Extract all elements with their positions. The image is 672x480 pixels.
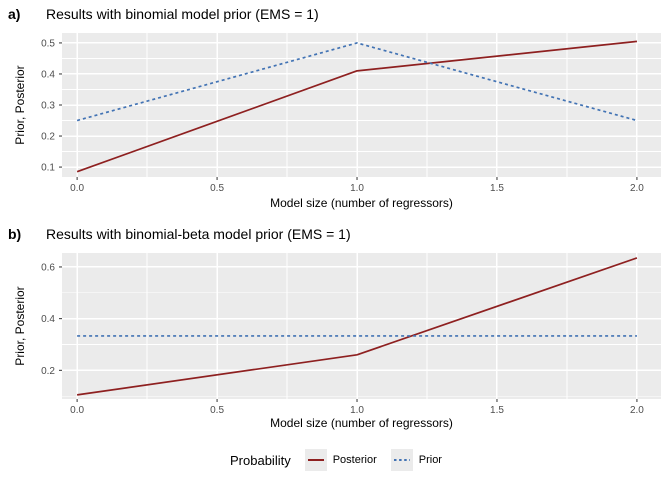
chart-a-tag: a) (8, 6, 21, 22)
chart-b-canvas: 0.0 0.5 1.0 1.5 2.0 0.2 0.4 0.6 (41, 253, 661, 416)
prior-key-line-icon (393, 459, 410, 461)
svg-text:0.5: 0.5 (210, 405, 224, 416)
posterior-key-label: Posterior (332, 454, 377, 466)
svg-text:2.0: 2.0 (630, 183, 644, 194)
chart-b-tag: b) (8, 226, 22, 242)
chart-a-y-tick-labels: 0.1 0.2 0.3 0.4 0.5 (41, 38, 55, 173)
svg-text:0.5: 0.5 (41, 38, 55, 49)
chart-a-posterior-line (76, 40, 638, 173)
chart-b-major-gridlines (62, 253, 661, 399)
svg-text:0.1: 0.1 (41, 163, 55, 174)
svg-text:0.0: 0.0 (70, 183, 84, 194)
chart-b-title: Results with binomial-beta model prior (… (46, 226, 351, 242)
svg-text:1.0: 1.0 (350, 183, 364, 194)
svg-text:0.4: 0.4 (41, 69, 55, 80)
svg-text:0.3: 0.3 (41, 101, 55, 112)
chart-a-x-axis-label: Model size (number of regressors) (270, 196, 453, 210)
chart-b-posterior-line (76, 257, 638, 396)
chart-b-tick-marks (59, 266, 638, 402)
prior-key-label: Prior (418, 454, 442, 466)
legend-item-posterior: Posterior (304, 449, 377, 471)
svg-text:2.0: 2.0 (630, 405, 644, 416)
svg-text:0.6: 0.6 (41, 262, 55, 273)
chart-b-minor-gridlines (62, 253, 661, 399)
svg-text:0.5: 0.5 (210, 183, 224, 194)
legend: Probability Posterior Prior (0, 440, 672, 480)
chart-a-title: Results with binomial model prior (EMS =… (46, 6, 319, 22)
chart-a: a) Results with binomial model prior (EM… (0, 0, 672, 220)
posterior-key-swatch (304, 449, 327, 471)
chart-a-prior-line (76, 42, 638, 122)
chart-b-x-axis-label: Model size (number of regressors) (270, 416, 453, 430)
chart-a-canvas: 0.0 0.5 1.0 1.5 2.0 0.1 0.2 0.3 0.4 0.5 (41, 33, 661, 194)
legend-title: Probability (230, 452, 291, 468)
svg-text:1.5: 1.5 (490, 405, 504, 416)
chart-b-panel (62, 253, 661, 399)
legend-item-prior: Prior (390, 449, 442, 471)
chart-a-minor-gridlines (62, 33, 661, 177)
svg-text:0.2: 0.2 (41, 366, 55, 377)
chart-a-major-gridlines (62, 33, 661, 177)
svg-text:0.0: 0.0 (70, 405, 84, 416)
svg-text:0.2: 0.2 (41, 132, 55, 143)
chart-b-x-tick-labels: 0.0 0.5 1.0 1.5 2.0 (70, 405, 644, 416)
svg-text:0.4: 0.4 (41, 314, 55, 325)
chart-a-tick-marks (59, 42, 638, 180)
chart-b-y-tick-labels: 0.2 0.4 0.6 (41, 262, 55, 376)
svg-text:1.5: 1.5 (490, 183, 504, 194)
chart-a-x-tick-labels: 0.0 0.5 1.0 1.5 2.0 (70, 183, 644, 194)
svg-text:1.0: 1.0 (350, 405, 364, 416)
chart-b: b) Results with binomial-beta model prio… (0, 220, 672, 440)
prior-key-swatch (390, 449, 413, 471)
posterior-key-line-icon (307, 459, 324, 461)
